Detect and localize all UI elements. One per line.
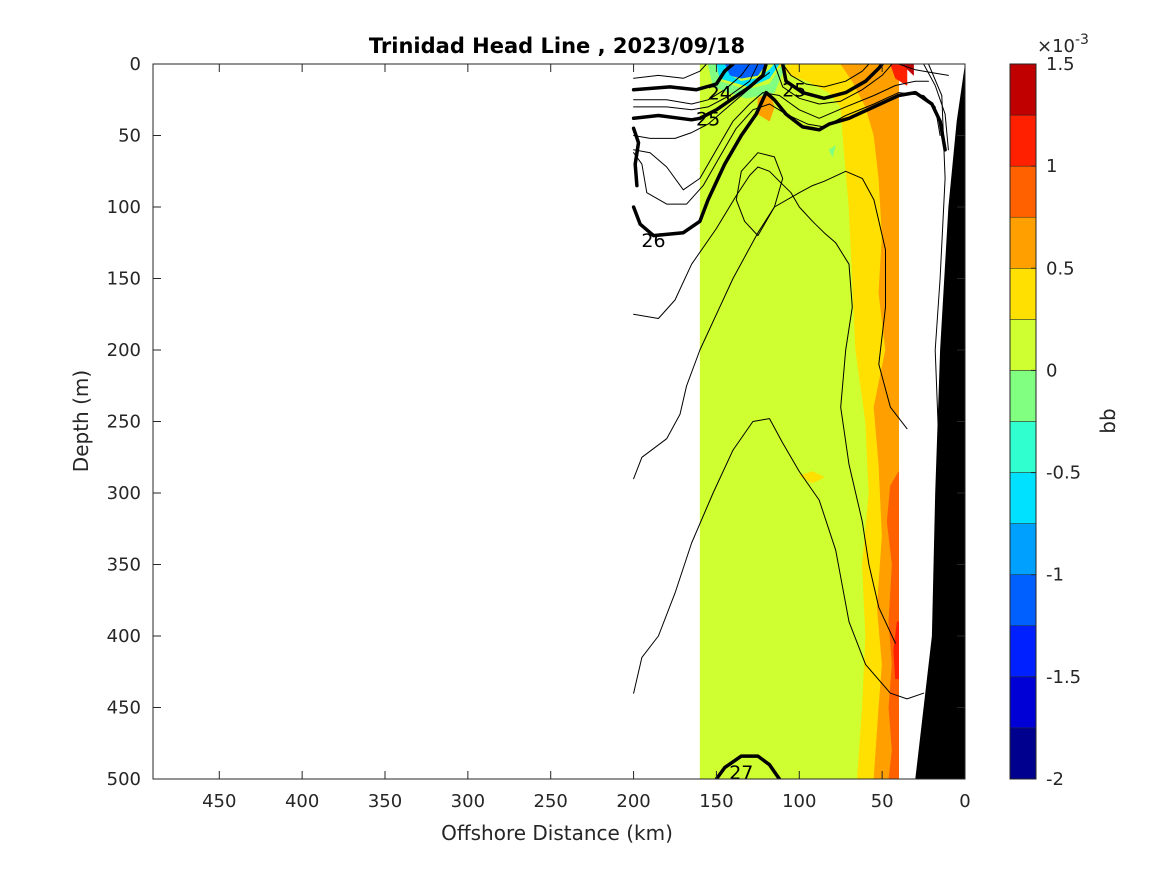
- contour-label-24-0: 24: [708, 83, 732, 105]
- contour-labels: 24 25 25 26 27: [641, 80, 806, 784]
- contour-line-27-5: [714, 754, 782, 779]
- chart-title: Trinidad Head Line , 2023/09/18: [369, 34, 745, 58]
- x-axis-label: Offshore Distance (km): [441, 821, 673, 845]
- fill-band-surface-dark-red: [901, 64, 914, 76]
- colorbar-cell-2: [1009, 625, 1037, 678]
- fill-band-nearshore-red: [893, 621, 899, 680]
- y-tick-label-350: 350: [107, 555, 141, 576]
- contour-label-26-3: 26: [641, 230, 665, 252]
- x-axis: 450 400 350 300 250 200 150 100 50 0: [202, 64, 971, 812]
- y-tick-label-100: 100: [107, 197, 141, 218]
- colorbar-cell-7: [1009, 370, 1037, 422]
- contour-lines: [631, 64, 949, 779]
- y-tick-label-150: 150: [107, 269, 141, 290]
- x-tick-label-400: 400: [285, 791, 319, 812]
- contour-line-25.2-13: [633, 72, 770, 139]
- colorbar-cell-10: [1009, 216, 1037, 269]
- colorbar-cell-1: [1009, 676, 1037, 729]
- contour-line-25-1: [631, 64, 768, 122]
- contour-line-24-0: [631, 64, 735, 92]
- y-tick-label-450: 450: [107, 698, 141, 719]
- x-tick-label-300: 300: [451, 791, 485, 812]
- fill-band-nearshore-red-orange: [886, 470, 899, 779]
- colorbar-frame: [1009, 63, 1037, 780]
- colorbar-cell-6: [1009, 421, 1037, 473]
- colorbar-exponent: -3: [1075, 32, 1089, 48]
- fill-band-surface-cyan: [716, 64, 780, 88]
- fill-band-yellow-blob-mid: [798, 471, 825, 484]
- x-tick-label-0: 0: [959, 791, 970, 812]
- contour-line-26.2-9: [735, 152, 784, 237]
- x-tick-label-200: 200: [616, 791, 650, 812]
- contour-line-25.7-15: [633, 92, 941, 205]
- y-axis-label: Depth (m): [69, 370, 93, 472]
- y-tick-label-250: 250: [107, 412, 141, 433]
- colorbar-cell-11: [1009, 165, 1037, 218]
- contour-label-25-2: 25: [782, 80, 806, 102]
- y-tick-label-300: 300: [107, 483, 141, 504]
- y-axis: 0 50 100 150 200 250 300 350 400 450 500: [107, 54, 965, 790]
- colorbar-tick-label-0: 0: [1046, 360, 1057, 381]
- contour-label-27-5: 27: [729, 762, 753, 784]
- contour-line-25.8-16: [782, 64, 870, 88]
- colorbar-cell-3: [1009, 574, 1037, 627]
- x-tick-label-250: 250: [534, 791, 568, 812]
- x-tick-label-150: 150: [699, 791, 733, 812]
- x-tick-label-50: 50: [871, 791, 894, 812]
- y-tick-label-50: 50: [118, 126, 141, 147]
- y-tick-label-0: 0: [130, 54, 141, 75]
- fill-band-nearshore-yellow: [773, 64, 899, 779]
- bathymetry-layer: [915, 64, 965, 779]
- colorbar-cell-0: [1009, 727, 1037, 780]
- colorbar-multiplier-base: ×10: [1037, 36, 1075, 57]
- colorbar-tick-label-1.5: 1.5: [1046, 54, 1075, 75]
- colorbar-multiplier: ×10-3: [1037, 32, 1089, 57]
- x-tick-label-450: 450: [202, 791, 236, 812]
- data-fills: [699, 64, 914, 779]
- fill-band-surface-red: [890, 64, 908, 86]
- colorbar-tick-label--0.5: -0.5: [1046, 463, 1081, 484]
- colorbar-cell-12: [1009, 114, 1037, 167]
- colorbar-tick-label--2: -2: [1046, 769, 1064, 790]
- fill-band-green-spot: [828, 144, 837, 158]
- colorbar-cells: [1009, 63, 1037, 780]
- contour-line-24.5-11: [633, 64, 751, 105]
- colorbar-tick-label--1.5: -1.5: [1046, 667, 1081, 688]
- colorbar-cell-9: [1009, 268, 1037, 320]
- colorbar-cell-8: [1009, 319, 1037, 371]
- colorbar-ticks: 1.5 1 0.5 0 -0.5 -1 -1.5 -2: [1031, 54, 1081, 790]
- colorbar: 1.5 1 0.5 0 -0.5 -1 -1.5 -2 ×10-3 bb: [1009, 32, 1120, 790]
- colorbar-tick-label-1: 1: [1046, 156, 1057, 177]
- x-tick-label-100: 100: [782, 791, 816, 812]
- contour-line-25.5-14: [633, 80, 929, 191]
- colorbar-tick-label-0.5: 0.5: [1046, 258, 1075, 279]
- contour-line-24.7-12: [633, 64, 759, 111]
- y-tick-label-200: 200: [107, 340, 141, 361]
- contour-line-25-2: [780, 64, 884, 101]
- y-tick-label-500: 500: [107, 769, 141, 790]
- contour-line-26-18: [898, 64, 949, 76]
- colorbar-cell-13: [1009, 63, 1037, 116]
- colorbar-tick-label--1: -1: [1046, 565, 1064, 586]
- x-tick-label-350: 350: [368, 791, 402, 812]
- contour-line-26.7-8: [633, 418, 925, 700]
- contour-line-26.05-19: [923, 64, 949, 151]
- contour-line-26.5-7: [633, 170, 908, 480]
- contour-label-25-1: 25: [696, 108, 720, 130]
- colorbar-label: bb: [1096, 408, 1120, 433]
- contour-line-26.3-6: [633, 166, 896, 644]
- contour-line-25.9-17: [773, 64, 893, 105]
- y-tick-label-400: 400: [107, 626, 141, 647]
- colorbar-cell-5: [1009, 472, 1037, 524]
- bathymetry-seafloor: [915, 64, 965, 779]
- colorbar-cell-4: [1009, 523, 1037, 575]
- fill-band-surface-green: [707, 64, 787, 99]
- contour-line-24.2-10: [633, 64, 707, 79]
- contour-line-26.1-20: [928, 64, 946, 437]
